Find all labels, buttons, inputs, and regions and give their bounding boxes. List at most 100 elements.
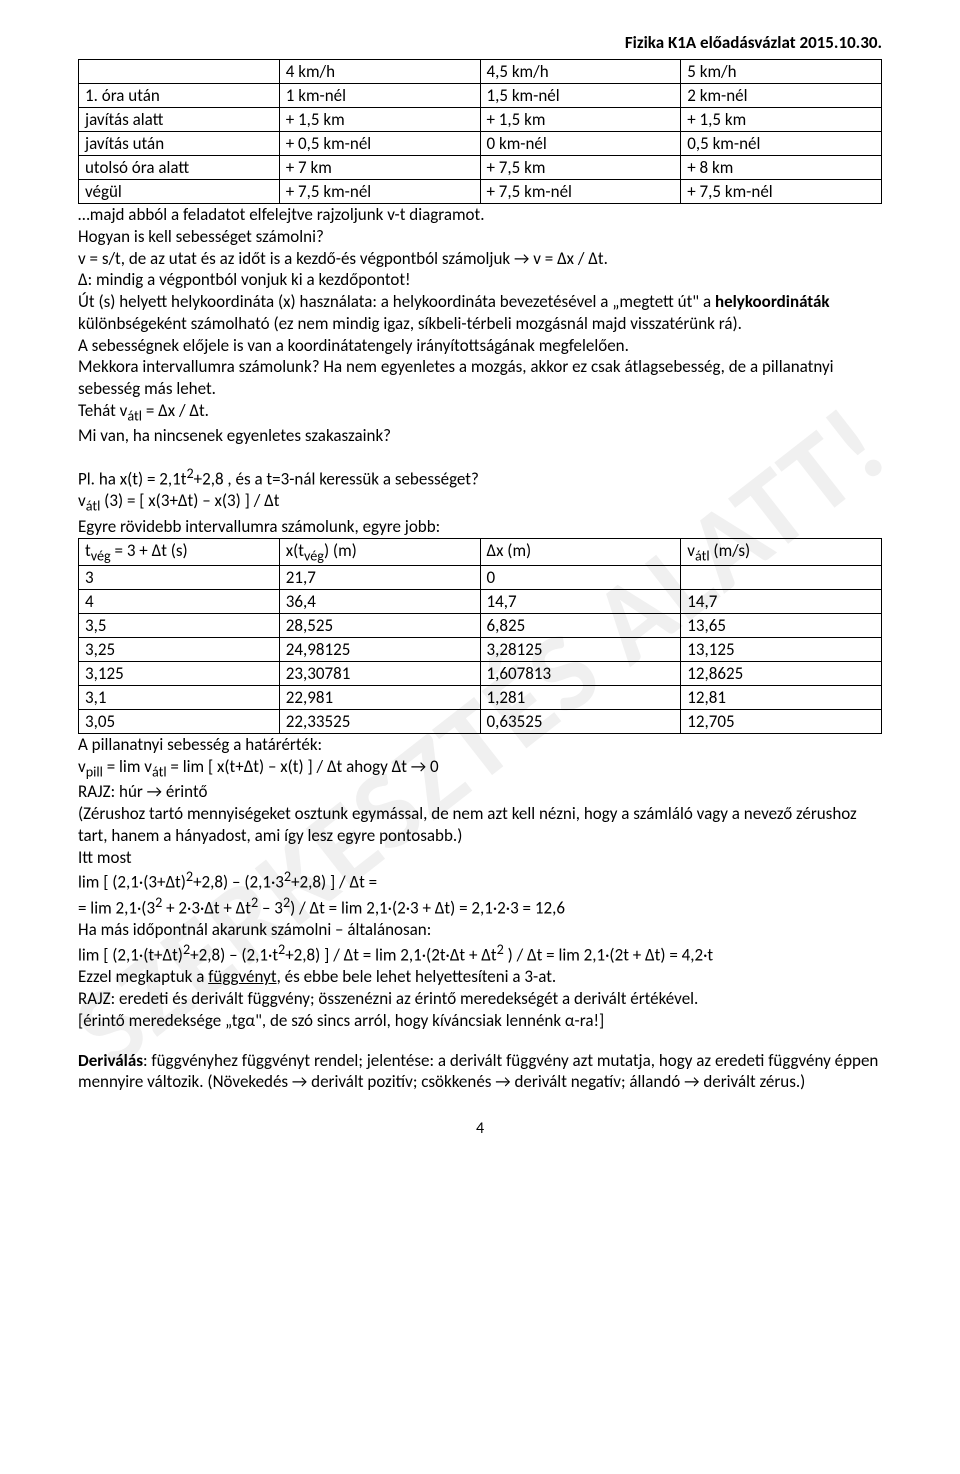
paragraph: Ezzel megkaptuk a függvényt, és ebbe bel… xyxy=(78,966,882,988)
text: (3) = [ x(3+Δt) – x(3) ] / Δt xyxy=(100,490,279,511)
cell: 14,7 xyxy=(681,590,882,614)
cell: + 0,5 km-nél xyxy=(279,132,480,156)
paragraph: Itt most xyxy=(78,847,882,869)
underline-text: függvényt xyxy=(208,966,276,987)
col-header: Δx (m) xyxy=(480,538,681,565)
cell xyxy=(79,60,280,84)
paragraph: Tehát vátl = Δx / Δt. xyxy=(78,400,882,426)
cell: 0,5 km-nél xyxy=(681,132,882,156)
paragraph: = lim 2,1·(32 + 2·3·Δt + Δt2 – 32) / Δt … xyxy=(78,894,882,919)
table-interval: tvég = 3 + Δt (s) x(tvég) (m) Δx (m) vát… xyxy=(78,538,882,734)
cell: utolsó óra alatt xyxy=(79,156,280,180)
paragraph: A sebességnek előjele is van a koordinát… xyxy=(78,335,882,357)
cell: + 7,5 km-nél xyxy=(279,180,480,204)
paragraph: v = s/t, de az utat és az időt is a kezd… xyxy=(78,248,882,270)
subscript: vég xyxy=(91,547,111,564)
cell: 3,125 xyxy=(79,662,280,686)
cell: 36,4 xyxy=(279,590,480,614)
cell: 0,63525 xyxy=(480,710,681,734)
paragraph: A pillanatnyi sebesség a határérték: xyxy=(78,734,882,756)
cell: 12,8625 xyxy=(681,662,882,686)
page: SZERKESZTÉS ALATT! Fizika K1A előadásváz… xyxy=(0,0,960,1474)
cell: 21,7 xyxy=(279,566,480,590)
cell: 22,33525 xyxy=(279,710,480,734)
table-row: 3,25 24,98125 3,28125 13,125 xyxy=(79,638,882,662)
table-row: 1. óra után 1 km-nél 1,5 km-nél 2 km-nél xyxy=(79,84,882,108)
cell: 3,5 xyxy=(79,614,280,638)
cell: 0 xyxy=(480,566,681,590)
paragraph: Δ: mindig a végpontból vonjuk ki a kezdő… xyxy=(78,269,882,291)
table-row: tvég = 3 + Δt (s) x(tvég) (m) Δx (m) vát… xyxy=(79,538,882,565)
text: +2,8) – (2,1·3 xyxy=(193,872,284,893)
paragraph: Hogyan is kell sebességet számolni? xyxy=(78,226,882,248)
text: v xyxy=(78,490,86,511)
bold-text: Deriválás xyxy=(78,1050,143,1071)
text: különbségeként számolható (ez nem mindig… xyxy=(78,313,742,334)
table-row: javítás alatt + 1,5 km + 1,5 km + 1,5 km xyxy=(79,108,882,132)
cell: 28,525 xyxy=(279,614,480,638)
text: , és ebbe bele lehet helyettesíteni a 3-… xyxy=(277,966,557,987)
superscript: 2 xyxy=(186,868,193,885)
cell: 12,81 xyxy=(681,686,882,710)
cell xyxy=(681,566,882,590)
paragraph: RAJZ: eredeti és derivált függvény; össz… xyxy=(78,988,882,1010)
paragraph: Ha más időpontnál akarunk számolni – ált… xyxy=(78,919,882,941)
cell: 1 km-nél xyxy=(279,84,480,108)
text: = lim 2,1·(3 xyxy=(78,897,155,918)
subscript: átl xyxy=(152,763,167,780)
cell: 3,1 xyxy=(79,686,280,710)
text: x(t xyxy=(286,540,304,561)
text: : függvényhez függvényt rendel; jelentés… xyxy=(78,1050,878,1093)
paragraph: …majd abból a feladatot elfelejtve rajzo… xyxy=(78,204,882,226)
paragraph: [érintő meredeksége „tgα", de szó sincs … xyxy=(78,1010,882,1032)
text: v xyxy=(78,756,86,777)
cell: 1. óra után xyxy=(79,84,280,108)
text: = lim [ x(t+Δt) – x(t) ] / Δt ahogy Δt →… xyxy=(167,756,439,777)
paragraph: vátl (3) = [ x(3+Δt) – x(3) ] / Δt xyxy=(78,490,882,516)
cell: 3,05 xyxy=(79,710,280,734)
cell: végül xyxy=(79,180,280,204)
text: + 2·3·Δt + Δt xyxy=(162,897,251,918)
paragraph: Mi van, ha nincsenek egyenletes szakasza… xyxy=(78,425,882,447)
text: ) / Δt = lim 2,1·(2t + Δt) = 4,2·t xyxy=(504,945,713,966)
text: +2,8 , és a t=3-nál keressük a sebessége… xyxy=(194,469,479,490)
text: Út (s) helyett helykoordináta (x) haszná… xyxy=(78,291,715,312)
table-row: utolsó óra alatt + 7 km + 7,5 km + 8 km xyxy=(79,156,882,180)
table-row: 4 36,4 14,7 14,7 xyxy=(79,590,882,614)
cell: + 7,5 km-nél xyxy=(681,180,882,204)
page-number: 4 xyxy=(78,1119,882,1138)
cell: 4,5 km/h xyxy=(480,60,681,84)
cell: + 7 km xyxy=(279,156,480,180)
paragraph: lim [ (2,1·(t+Δt)2+2,8) – (2,1·t2+2,8) ]… xyxy=(78,941,882,966)
text: – 3 xyxy=(258,897,283,918)
table-row: 3,5 28,525 6,825 13,65 xyxy=(79,614,882,638)
subscript: vég xyxy=(304,547,324,564)
table-speed: 4 km/h 4,5 km/h 5 km/h 1. óra után 1 km-… xyxy=(78,59,882,204)
cell: + 1,5 km xyxy=(480,108,681,132)
cell: 23,30781 xyxy=(279,662,480,686)
table-row: 3,125 23,30781 1,607813 12,8625 xyxy=(79,662,882,686)
cell: 1,281 xyxy=(480,686,681,710)
subscript: átl xyxy=(127,407,142,424)
cell: 22,981 xyxy=(279,686,480,710)
table-row: végül + 7,5 km-nél + 7,5 km-nél + 7,5 km… xyxy=(79,180,882,204)
cell: + 7,5 km xyxy=(480,156,681,180)
paragraph: Mekkora intervallumra számolunk? Ha nem … xyxy=(78,356,882,400)
superscript: 2 xyxy=(284,868,291,885)
cell: + 1,5 km xyxy=(681,108,882,132)
cell: 1,607813 xyxy=(480,662,681,686)
cell: 3,25 xyxy=(79,638,280,662)
text: ) / Δt = lim 2,1·(2·3 + Δt) = 2,1·2·3 = … xyxy=(290,897,565,918)
page-header: Fizika K1A előadásvázlat 2015.10.30. xyxy=(78,32,882,53)
cell: 4 xyxy=(79,590,280,614)
col-header: vátl (m/s) xyxy=(681,538,882,565)
text: ) (m) xyxy=(324,540,357,561)
cell: 1,5 km-nél xyxy=(480,84,681,108)
cell: 13,125 xyxy=(681,638,882,662)
text: +2,8) ] / Δt = xyxy=(291,872,377,893)
bold-text: helykoordináták xyxy=(715,291,830,312)
cell: 14,7 xyxy=(480,590,681,614)
text: lim [ (2,1·(t+Δt) xyxy=(78,945,183,966)
cell: + 1,5 km xyxy=(279,108,480,132)
col-header: tvég = 3 + Δt (s) xyxy=(79,538,280,565)
